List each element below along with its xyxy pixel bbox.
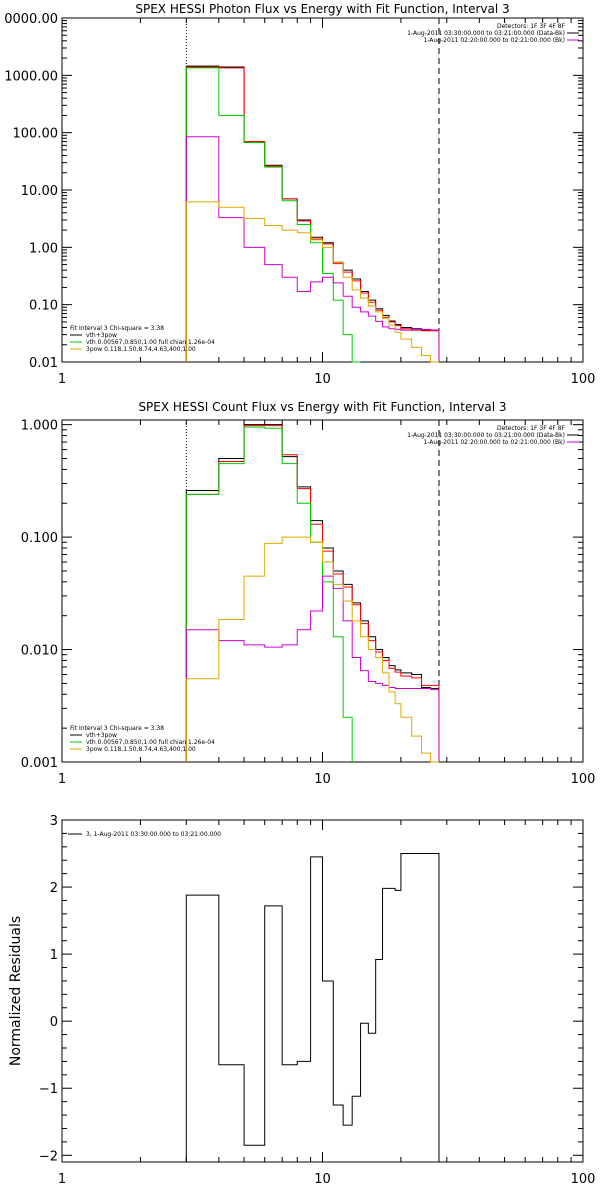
y-tick-label: 100.00 xyxy=(13,127,59,142)
y-tick-label: −1 xyxy=(39,1082,58,1097)
y-tick-label: 3 xyxy=(50,814,58,829)
legend-fit-item: vth+3pow xyxy=(86,332,117,339)
x-tick-label: 100 xyxy=(571,372,596,387)
series-2-line xyxy=(185,67,361,363)
y-tick-label: 2 xyxy=(50,881,58,896)
x-tick-label: 1 xyxy=(58,372,66,387)
legend-data-interval: 1-Aug-2011 03:30:00.000 to 03:21:00.000 … xyxy=(407,432,565,439)
y-tick-label: 0.01 xyxy=(29,356,58,371)
x-tick-label: 100 xyxy=(571,772,596,787)
x-tick-label: 10 xyxy=(314,772,331,787)
x-tick-label: 10 xyxy=(314,1172,331,1187)
series-0-line xyxy=(185,424,440,762)
series-4-line xyxy=(185,536,439,763)
legend-data-interval: 1-Aug-2011 03:30:00.000 to 03:21:00.000 … xyxy=(407,30,565,37)
series-1-line xyxy=(185,66,440,362)
series-4-line xyxy=(185,201,439,363)
series-3-line xyxy=(185,136,440,362)
y-tick-label: 0.010 xyxy=(21,644,58,659)
y-tick-label: 0 xyxy=(50,1015,58,1030)
y-tick-label: 1.00 xyxy=(29,241,58,256)
x-tick-label: 10 xyxy=(314,372,331,387)
y-tick-label: 0.100 xyxy=(21,531,58,546)
y-tick-label: 10.00 xyxy=(21,184,58,199)
legend-detectors: Detectors: 1F 3F 4F 8F xyxy=(497,425,566,432)
series-3-line xyxy=(185,575,440,762)
legend-fit-item: vth 0.00567,0.850,1.00 full chian 1.26e-… xyxy=(86,339,215,346)
y-tick-label: 0.10 xyxy=(29,299,58,314)
series-1-line xyxy=(185,425,440,762)
x-tick-label: 1 xyxy=(58,772,66,787)
y-tick-label: 1000.00 xyxy=(4,69,58,84)
chart-title: SPEX HESSI Photon Flux vs Energy with Fi… xyxy=(135,2,509,16)
x-tick-label: 100 xyxy=(571,1172,596,1187)
legend-fit-title: Fit Interval 3 Chi-square = 3.38 xyxy=(70,725,164,732)
y-tick-label: 1 xyxy=(50,948,58,963)
series-0-line xyxy=(185,65,440,362)
legend-fit-item: vth 0.00567,0.850,1.00 full chian 1.26e-… xyxy=(86,739,215,746)
series-2-line xyxy=(185,426,353,762)
chart-title: SPEX HESSI Count Flux vs Energy with Fit… xyxy=(138,400,506,414)
legend-detectors: Detectors: 1F 3F 4F 8F xyxy=(497,23,566,30)
y-tick-label: 0000.00 xyxy=(4,12,58,27)
y-axis-label: Normalized Residuals xyxy=(8,916,24,1066)
legend-fit-title: Fit Interval 3 Chi-square = 3.38 xyxy=(70,325,164,332)
x-tick-label: 1 xyxy=(58,1172,66,1187)
legend-fit-item: 3pow 0.118,1.50,8.74,4.63,400,1.00 xyxy=(86,346,196,353)
legend-fit-item: vth+3pow xyxy=(86,732,117,739)
legend-bk-interval: 1-Aug-2011 02:20:00.000 to 02:21:00.000 … xyxy=(423,37,565,44)
y-tick-label: 0.001 xyxy=(21,756,58,771)
legend-residual-interval: 3, 1-Aug-2011 03:30:00.000 to 03:21:00.0… xyxy=(86,831,221,838)
y-tick-label: 1.000 xyxy=(21,419,58,434)
plot-frame xyxy=(61,17,584,363)
y-tick-label: −2 xyxy=(39,1149,58,1164)
legend-bk-interval: 1-Aug-2011 02:20:00.000 to 02:21:00.000 … xyxy=(423,439,565,446)
legend-fit-item: 3pow 0.118,1.50,8.74,4.63,400,1.00 xyxy=(86,746,196,753)
series-0-line xyxy=(185,853,440,1162)
